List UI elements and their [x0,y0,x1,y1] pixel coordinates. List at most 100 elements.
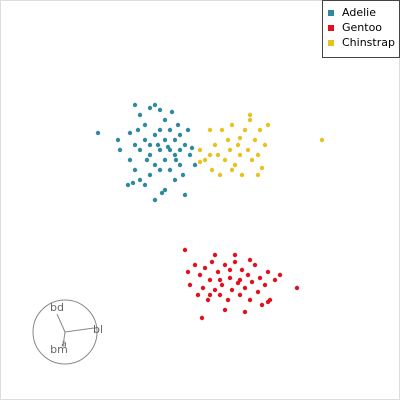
point [219,282,225,288]
point [249,157,255,163]
point [235,142,241,148]
point [175,122,181,128]
point [247,257,253,263]
point [173,157,179,163]
point [142,182,148,188]
point [177,162,183,168]
point [137,147,143,153]
point [255,172,261,178]
point [294,285,300,291]
point [197,147,203,153]
point [237,277,243,283]
point [117,147,123,153]
point [137,112,143,118]
point [172,137,178,143]
point [207,277,213,283]
point [159,190,165,196]
point [155,142,161,148]
point [265,122,271,128]
point [162,187,168,193]
point [152,162,158,168]
point [152,102,158,108]
point [132,102,138,108]
point [132,167,138,173]
point [172,177,178,183]
point [245,272,251,278]
point [185,127,191,133]
point [147,142,153,148]
point [95,130,101,136]
point [232,259,238,265]
point [187,152,193,158]
point [212,287,218,293]
point [115,137,121,143]
point [209,259,215,265]
point [167,167,173,173]
point [189,145,195,151]
point [197,272,203,278]
point [222,307,228,313]
point [177,147,183,153]
point [257,275,263,281]
point [262,142,268,148]
point [247,117,253,123]
point [197,159,203,165]
point [152,132,158,138]
legend-label: Chinstrap [342,36,395,49]
point [272,277,278,283]
point [157,167,163,173]
point [227,267,233,273]
point [229,287,235,293]
point [229,167,235,173]
point [237,292,243,298]
legend-label: Gentoo [342,21,382,34]
point [222,262,228,268]
point [142,122,148,128]
point [247,112,253,118]
point [147,152,153,158]
point [147,172,153,178]
point [192,262,198,268]
point [255,152,261,158]
point [237,135,243,141]
point [147,105,153,111]
point [252,262,258,268]
point [187,282,193,288]
point [127,130,133,136]
point [242,309,248,315]
guide-axis [62,331,66,347]
point [135,127,141,133]
point [219,127,225,133]
point [247,297,253,303]
guide-circle [32,299,98,365]
point [262,282,268,288]
legend-swatch [328,10,334,16]
point [169,109,175,115]
point [144,157,150,163]
guide-axis [64,327,95,333]
point [232,162,238,168]
points [95,102,325,321]
legend-label: Adelie [342,6,376,19]
legend-swatch [328,40,334,46]
point [152,197,158,203]
point [245,147,251,153]
point [205,297,211,303]
point [215,269,221,275]
point [125,182,131,188]
point [162,137,168,143]
point [165,144,171,150]
point [217,277,223,283]
point [265,269,271,275]
legend-swatch [328,25,334,31]
point [259,165,265,171]
point [252,137,258,143]
point [249,279,255,285]
axis-guide: bd bl a bm [32,299,103,365]
point [172,152,178,158]
guide-label: bd [50,301,64,314]
point [239,267,245,273]
point [227,147,233,153]
point [265,299,271,305]
